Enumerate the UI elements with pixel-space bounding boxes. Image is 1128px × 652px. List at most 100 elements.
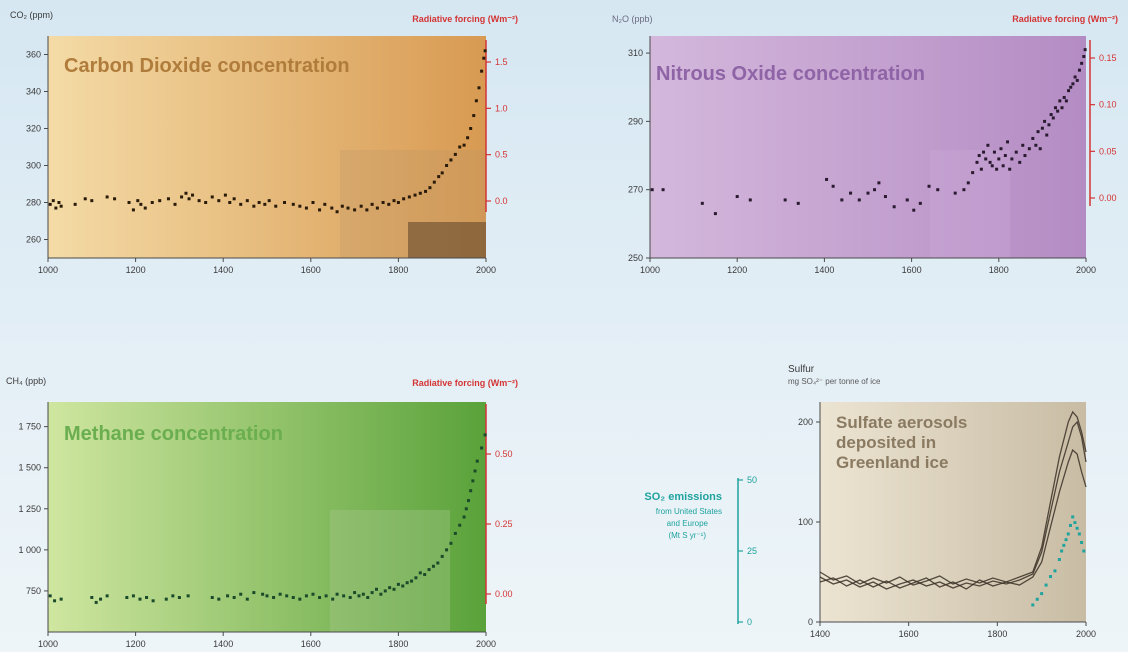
n2o-data-point (1010, 157, 1014, 161)
n2o-data-point (966, 181, 970, 185)
ch4-data-point (464, 507, 468, 511)
co2-data-point (472, 114, 476, 118)
ch4-left-axis-label: CH₄ (ppb) (6, 376, 46, 386)
n2o-data-point (831, 184, 835, 188)
co2-data-point (445, 164, 449, 167)
co2-data-points (48, 49, 487, 214)
co2-data-point (370, 202, 374, 206)
sulfate-right-y-tick-label: 50 (747, 475, 757, 485)
co2-data-point (437, 175, 441, 179)
n2o-data-point (992, 150, 996, 154)
sulfate-x-tick-label: 1800 (987, 629, 1007, 639)
ch4-y-tick-label: 1 750 (18, 422, 41, 432)
ch4-right-y-tick-label: 0.25 (495, 519, 513, 529)
co2-y-tick-label: 320 (26, 124, 41, 134)
so2-data-point (1053, 569, 1057, 573)
ch4-data-point (410, 579, 414, 583)
co2-data-point (482, 56, 486, 60)
n2o-data-point (1071, 82, 1075, 86)
co2-data-point (267, 199, 271, 203)
so2-data-point (1073, 521, 1077, 525)
ch4-panel: CH₄ (ppb) Radiative forcing (Wm⁻²) Metha… (6, 376, 518, 649)
ch4-data-point (304, 594, 308, 598)
n2o-data-point (918, 201, 922, 205)
ch4-data-point (164, 597, 168, 601)
co2-data-point (359, 204, 363, 208)
co2-data-point (480, 69, 484, 73)
ch4-data-point (177, 596, 181, 599)
so2-data-point (1077, 532, 1081, 536)
co2-data-point (365, 208, 369, 212)
co2-right-axis-label: Radiative forcing (Wm⁻²) (412, 14, 518, 24)
ch4-data-point (48, 594, 52, 598)
n2o-data-point (1040, 126, 1044, 130)
ch4-data-point (90, 596, 94, 599)
n2o-right-y-tick-label: 0.05 (1099, 146, 1117, 156)
ch4-data-point (138, 597, 142, 601)
n2o-data-point (1073, 75, 1077, 79)
ch4-x-tick-label: 1600 (301, 639, 321, 649)
co2-x-tick-label: 1800 (388, 265, 408, 275)
ch4-data-point (232, 596, 236, 599)
n2o-data-point (883, 195, 887, 199)
ch4-data-point (379, 592, 383, 596)
ch4-data-point (210, 596, 214, 599)
n2o-right-axis-label: Radiative forcing (Wm⁻²) (1012, 14, 1118, 24)
ch4-right-y-tick-label: 0.00 (495, 589, 513, 599)
co2-data-point (432, 180, 436, 184)
n2o-data-point (1077, 68, 1081, 72)
n2o-data-point (748, 198, 752, 202)
sulfate-x-tick-label: 1400 (810, 629, 830, 639)
co2-data-point (340, 204, 344, 208)
ch4-data-points (48, 433, 487, 604)
ch4-data-point (226, 594, 230, 598)
ch4-data-point (131, 594, 135, 598)
co2-data-point (184, 191, 188, 195)
co2-data-point (245, 199, 249, 203)
co2-data-point (453, 152, 457, 156)
ch4-data-point (483, 433, 487, 437)
n2o-data-point (840, 198, 844, 202)
co2-data-point (469, 127, 473, 130)
so2-data-point (1068, 523, 1072, 527)
ch4-data-point (440, 554, 444, 558)
n2o-data-point (1021, 143, 1025, 147)
ch4-data-point (53, 599, 57, 603)
co2-x-tick-label: 1600 (301, 265, 321, 275)
ch4-data-point (342, 594, 346, 598)
ch4-data-point (396, 582, 400, 586)
n2o-data-point (857, 198, 861, 202)
sulfate-left-axis-label: Sulfur (788, 364, 815, 375)
n2o-x-tick-label: 1200 (727, 265, 747, 275)
co2-data-point (311, 201, 315, 204)
co2-data-point (483, 49, 487, 53)
ch4-data-point (388, 586, 392, 590)
ch4-data-point (335, 592, 339, 596)
n2o-y-tick-label: 250 (628, 253, 643, 263)
ch4-data-point (265, 594, 269, 598)
so2-data-point (1060, 549, 1064, 553)
ch4-y-tick-label: 1 000 (18, 545, 41, 555)
sulfate-y-tick-label: 200 (798, 417, 813, 427)
ch4-data-point (331, 597, 335, 601)
n2o-data-point (1064, 99, 1068, 103)
n2o-x-tick-label: 1000 (640, 265, 660, 275)
co2-data-point (158, 199, 162, 203)
ch4-data-point (311, 592, 315, 596)
co2-data-point (291, 202, 295, 206)
so2-data-point (1044, 583, 1048, 587)
n2o-data-point (986, 143, 990, 147)
ch4-data-point (217, 597, 221, 601)
n2o-data-point (661, 188, 665, 192)
ch4-data-point (278, 592, 282, 596)
co2-data-point (57, 201, 61, 204)
ch4-y-tick-label: 1 250 (18, 504, 41, 514)
n2o-data-point (1003, 154, 1007, 158)
n2o-data-point (1062, 95, 1066, 99)
n2o-data-point (979, 167, 983, 171)
co2-data-point (474, 99, 478, 103)
n2o-x-tick-label: 1800 (989, 265, 1009, 275)
co2-data-point (381, 201, 385, 204)
ch4-data-point (475, 459, 479, 463)
n2o-data-point (990, 164, 994, 168)
